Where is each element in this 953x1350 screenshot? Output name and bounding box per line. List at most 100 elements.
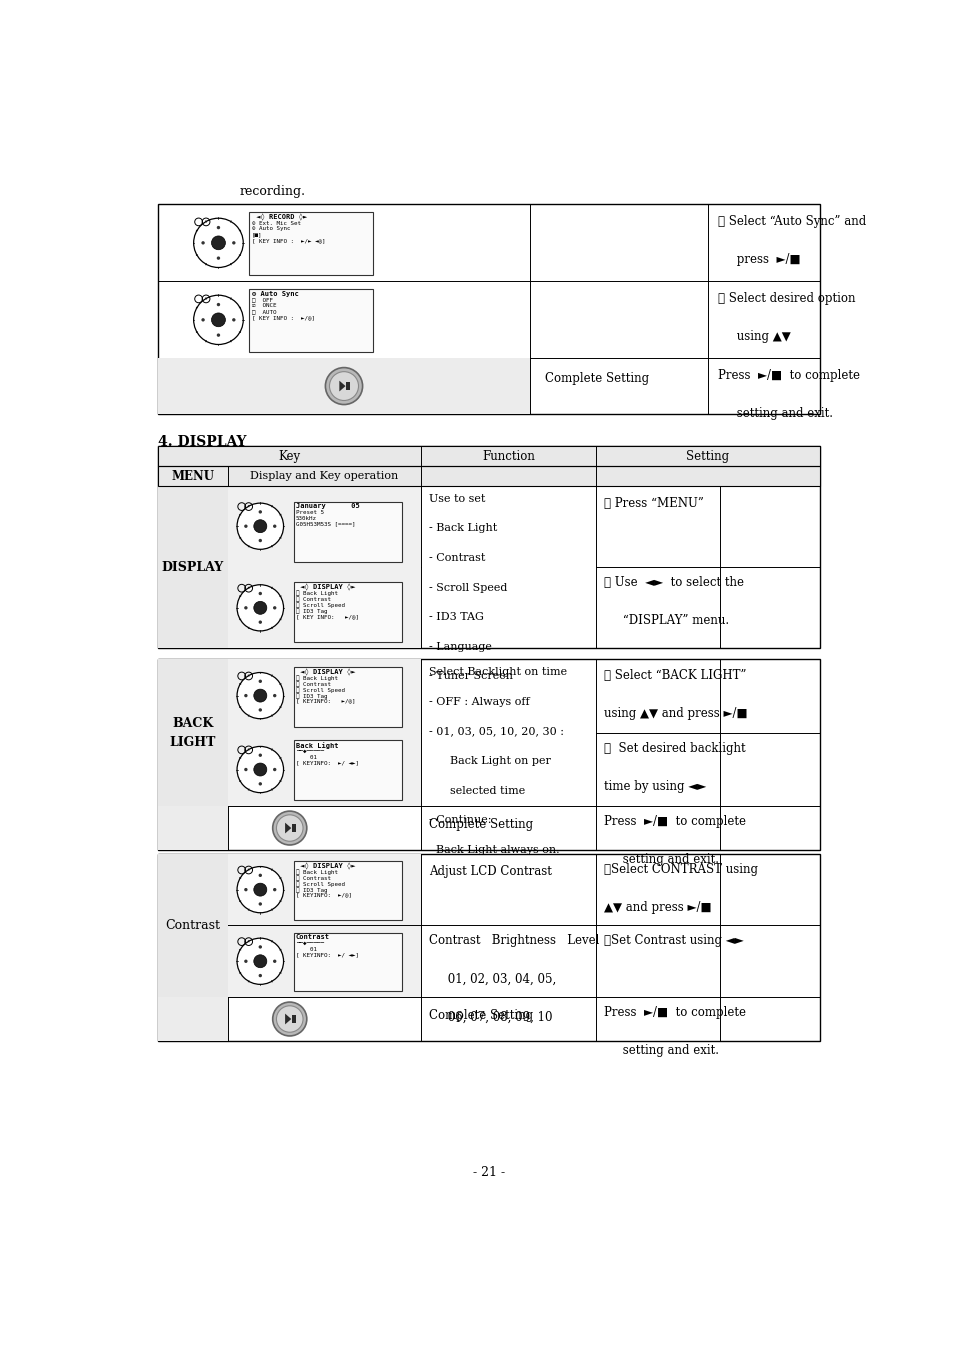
Bar <box>158 446 819 466</box>
Bar <box>294 740 402 801</box>
Text: Press  ►/■  to complete

     setting and exit.: Press ►/■ to complete setting and exit. <box>603 1006 745 1057</box>
Bar <box>228 567 421 648</box>
Text: Complete Setting: Complete Setting <box>429 818 533 832</box>
Circle shape <box>201 242 205 244</box>
Text: ③ Scroll Speed: ③ Scroll Speed <box>295 602 345 608</box>
Text: ⑥ Select desired option

     using ▲▼: ⑥ Select desired option using ▲▼ <box>717 292 854 343</box>
Circle shape <box>253 688 267 702</box>
Circle shape <box>244 525 248 528</box>
Text: [■]: [■] <box>252 232 262 238</box>
Text: Adjust LCD Contrast: Adjust LCD Contrast <box>429 865 552 878</box>
Circle shape <box>244 960 248 963</box>
Circle shape <box>273 606 276 609</box>
Text: 4. DISPLAY: 4. DISPLAY <box>158 435 246 450</box>
Bar <box>158 358 530 414</box>
Text: ④ ID3 Tag: ④ ID3 Tag <box>295 693 327 698</box>
Bar <box>158 204 819 414</box>
Text: Contrast: Contrast <box>295 934 330 941</box>
Bar <box>294 933 402 991</box>
Circle shape <box>212 236 225 250</box>
Text: BACK
LIGHT: BACK LIGHT <box>170 717 215 748</box>
Circle shape <box>258 539 262 543</box>
Circle shape <box>216 333 220 336</box>
Bar <box>158 446 819 648</box>
Circle shape <box>253 520 267 533</box>
Text: Press  ►/■  to complete

     setting and exit.: Press ►/■ to complete setting and exit. <box>603 815 745 865</box>
Circle shape <box>258 510 262 513</box>
Circle shape <box>258 591 262 595</box>
Text: ☑  ONCE: ☑ ONCE <box>252 304 276 308</box>
Polygon shape <box>339 381 345 392</box>
Text: [ KEYINFO:   ►/◎]: [ KEYINFO: ►/◎] <box>295 699 355 703</box>
Text: ◄◊ DISPLAY ◊►: ◄◊ DISPLAY ◊► <box>295 668 355 676</box>
Circle shape <box>244 694 248 698</box>
Circle shape <box>273 960 276 963</box>
Bar <box>294 502 402 562</box>
Text: ──◆─────: ──◆───── <box>295 941 324 946</box>
Bar <box>228 486 421 567</box>
Text: ① Back Light: ① Back Light <box>295 869 337 875</box>
Text: ① Press “MENU”: ① Press “MENU” <box>603 497 702 510</box>
Text: ◄◊ RECORD ◊►: ◄◊ RECORD ◊► <box>252 213 307 221</box>
Circle shape <box>244 888 248 891</box>
Bar <box>158 486 228 648</box>
Text: - 21 -: - 21 - <box>473 1166 504 1179</box>
Circle shape <box>236 585 283 630</box>
Text: ② Contrast: ② Contrast <box>295 597 331 602</box>
Bar <box>292 1015 295 1023</box>
Bar <box>158 806 228 850</box>
Circle shape <box>258 621 262 624</box>
Circle shape <box>216 225 220 230</box>
Circle shape <box>253 883 267 896</box>
Bar <box>158 659 819 850</box>
Bar <box>294 582 402 643</box>
Text: ⊙ Auto Sync: ⊙ Auto Sync <box>252 290 298 297</box>
Text: Complete Setting: Complete Setting <box>429 1008 533 1022</box>
Circle shape <box>258 873 262 878</box>
Circle shape <box>273 1002 307 1035</box>
Text: ④ ID3 Tag: ④ ID3 Tag <box>295 887 327 892</box>
Bar <box>158 466 819 486</box>
Circle shape <box>193 219 243 267</box>
Text: January      05: January 05 <box>295 504 359 509</box>
Circle shape <box>253 954 267 968</box>
Text: 01: 01 <box>295 946 316 952</box>
Text: MENU: MENU <box>172 470 214 483</box>
Bar <box>158 466 819 486</box>
Circle shape <box>232 319 235 321</box>
Text: ⑤ Select “Auto Sync” and

     press  ►/■: ⑤ Select “Auto Sync” and press ►/■ <box>717 215 865 266</box>
Circle shape <box>216 302 220 306</box>
Text: ① Back Light: ① Back Light <box>295 675 337 682</box>
Circle shape <box>273 811 307 845</box>
Circle shape <box>244 606 248 609</box>
Circle shape <box>258 973 262 977</box>
Text: Contrast   Brightness   Level

     01, 02, 03, 04, 05,

     06, 07, 08, 09, 10: Contrast Brightness Level 01, 02, 03, 04… <box>429 934 599 1023</box>
Circle shape <box>273 888 276 891</box>
Circle shape <box>216 256 220 259</box>
Text: ⊙ Ext. Mic Set: ⊙ Ext. Mic Set <box>252 220 300 225</box>
Text: Contrast: Contrast <box>165 918 220 932</box>
Circle shape <box>258 782 262 786</box>
Bar <box>228 659 421 733</box>
Circle shape <box>253 763 267 776</box>
Text: ③ Scroll Speed: ③ Scroll Speed <box>295 687 345 693</box>
Text: ⊙ Auto Sync: ⊙ Auto Sync <box>252 227 290 231</box>
Circle shape <box>236 504 283 549</box>
Text: [ KEYINFO:  ►/ ◄►]: [ KEYINFO: ►/ ◄►] <box>295 760 358 765</box>
Circle shape <box>232 242 235 244</box>
Text: ──◆─────: ──◆───── <box>295 749 324 753</box>
Circle shape <box>273 694 276 698</box>
Text: Press  ►/■  to complete

     setting and exit.: Press ►/■ to complete setting and exit. <box>717 369 859 420</box>
Text: recording.: recording. <box>239 185 305 198</box>
Bar <box>294 861 402 919</box>
Text: [ KEY INFO :  ►/◎]: [ KEY INFO : ►/◎] <box>252 315 314 320</box>
Bar <box>158 446 819 466</box>
Polygon shape <box>285 1014 291 1025</box>
Circle shape <box>236 867 283 913</box>
Circle shape <box>258 679 262 683</box>
Text: Complete Setting: Complete Setting <box>545 373 649 385</box>
Text: Key: Key <box>278 450 300 463</box>
Bar <box>158 996 228 1041</box>
Circle shape <box>236 672 283 718</box>
Circle shape <box>273 525 276 528</box>
